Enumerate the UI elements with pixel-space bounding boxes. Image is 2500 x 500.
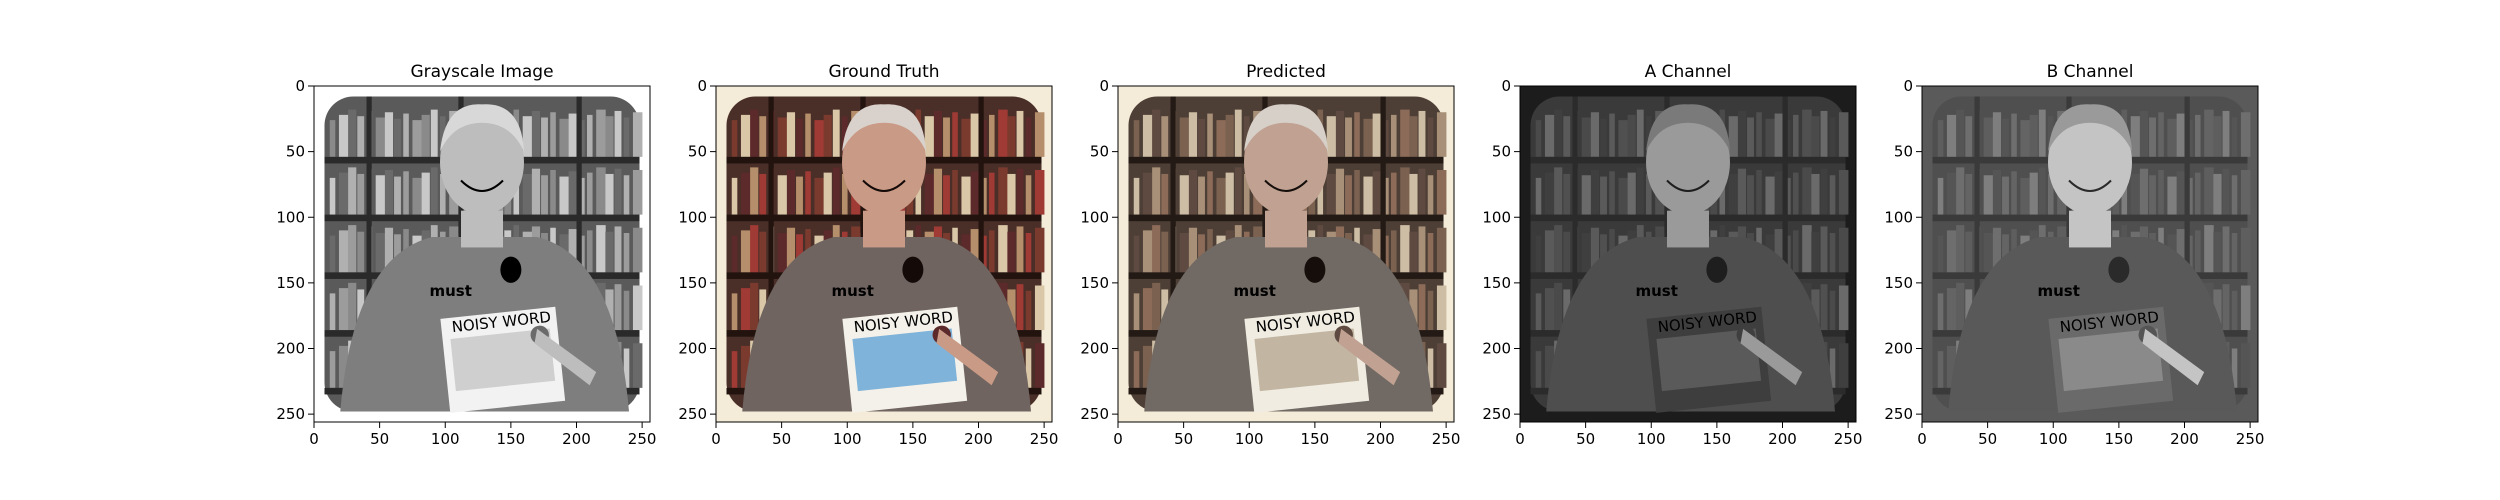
y-tick-label: 250 bbox=[1080, 405, 1109, 423]
x-tick-label: 250 bbox=[1432, 430, 1461, 448]
y-tick-label: 50 bbox=[1894, 143, 1913, 161]
x-tick-label: 250 bbox=[628, 430, 657, 448]
x-tick-label: 50 bbox=[1576, 430, 1595, 448]
panel-b-channel: B Channel must NOISY WORD 0 50 100 150 200 250 0 5… bbox=[1882, 0, 2278, 500]
y-tick-label: 0 bbox=[295, 77, 305, 95]
y-tick-label: 100 bbox=[1080, 208, 1109, 226]
panel-title: Ground Truth bbox=[828, 62, 940, 82]
x-tick-label: 250 bbox=[1030, 430, 1059, 448]
y-tick-label: 200 bbox=[1884, 340, 1913, 358]
y-tick-label: 200 bbox=[1080, 340, 1109, 358]
x-tick-label: 200 bbox=[964, 430, 993, 448]
y-tick-label: 200 bbox=[276, 340, 305, 358]
y-tick-label: 100 bbox=[678, 208, 707, 226]
x-tick-label: 150 bbox=[1301, 430, 1330, 448]
y-tick-label: 200 bbox=[678, 340, 707, 358]
x-tick-label: 250 bbox=[1834, 430, 1863, 448]
x-tick-label: 100 bbox=[833, 430, 862, 448]
y-tick-label: 200 bbox=[1482, 340, 1511, 358]
shirt-text: must bbox=[430, 282, 472, 300]
y-tick-label: 250 bbox=[678, 405, 707, 423]
y-tick-label: 0 bbox=[1501, 77, 1511, 95]
y-tick-label: 50 bbox=[286, 143, 305, 161]
x-tick-label: 150 bbox=[1703, 430, 1732, 448]
x-tick-label: 50 bbox=[370, 430, 389, 448]
y-tick-label: 250 bbox=[1482, 405, 1511, 423]
panel-title: Grayscale Image bbox=[410, 62, 554, 82]
y-tick-label: 250 bbox=[276, 405, 305, 423]
panel-title: A Channel bbox=[1644, 62, 1732, 82]
y-tick-label: 0 bbox=[1099, 77, 1109, 95]
y-tick-label: 0 bbox=[697, 77, 707, 95]
y-tick-label: 150 bbox=[1080, 274, 1109, 292]
y-tick-label: 100 bbox=[276, 208, 305, 226]
y-tick-label: 150 bbox=[1482, 274, 1511, 292]
y-tick-label: 50 bbox=[1090, 143, 1109, 161]
x-tick-label: 0 bbox=[711, 430, 721, 448]
panel-grayscale: Grayscale Image must NOISY WORD 0 50 100 150 20… bbox=[274, 0, 670, 500]
x-tick-label: 200 bbox=[2170, 430, 2199, 448]
x-tick-label: 50 bbox=[1174, 430, 1193, 448]
shirt-text: must bbox=[832, 282, 874, 300]
x-tick-label: 250 bbox=[2236, 430, 2265, 448]
y-tick-label: 50 bbox=[1492, 143, 1511, 161]
x-tick-label: 0 bbox=[309, 430, 319, 448]
x-tick-label: 150 bbox=[497, 430, 526, 448]
x-tick-label: 200 bbox=[1366, 430, 1395, 448]
y-tick-label: 0 bbox=[1903, 77, 1913, 95]
panel-a-channel: A Channel must NOISY WORD 0 50 100 150 200 250 0 5… bbox=[1480, 0, 1876, 500]
x-tick-label: 200 bbox=[562, 430, 591, 448]
x-tick-label: 200 bbox=[1768, 430, 1797, 448]
x-tick-label: 100 bbox=[431, 430, 460, 448]
x-tick-label: 100 bbox=[2039, 430, 2068, 448]
x-tick-label: 100 bbox=[1235, 430, 1264, 448]
y-tick-label: 50 bbox=[688, 143, 707, 161]
y-tick-label: 150 bbox=[1884, 274, 1913, 292]
x-tick-label: 150 bbox=[899, 430, 928, 448]
shirt-text: must bbox=[2038, 282, 2080, 300]
x-tick-label: 50 bbox=[772, 430, 791, 448]
shirt-text: must bbox=[1234, 282, 1276, 300]
panel-ground-truth: Ground Truth must NOISY WORD 0 50 100 150 200 25… bbox=[676, 0, 1072, 500]
x-tick-label: 0 bbox=[1113, 430, 1123, 448]
x-tick-label: 100 bbox=[1637, 430, 1666, 448]
x-tick-label: 0 bbox=[1515, 430, 1525, 448]
panel-predicted: Predicted must NOISY WORD 0 50 100 150 200 250 0 5… bbox=[1078, 0, 1474, 500]
x-tick-label: 150 bbox=[2105, 430, 2134, 448]
y-tick-label: 100 bbox=[1482, 208, 1511, 226]
y-tick-label: 250 bbox=[1884, 405, 1913, 423]
y-tick-label: 150 bbox=[276, 274, 305, 292]
panel-title: Predicted bbox=[1246, 62, 1326, 82]
x-tick-label: 0 bbox=[1917, 430, 1927, 448]
shirt-text: must bbox=[1636, 282, 1678, 300]
y-tick-label: 100 bbox=[1884, 208, 1913, 226]
y-tick-label: 150 bbox=[678, 274, 707, 292]
x-tick-label: 50 bbox=[1978, 430, 1997, 448]
panel-title: B Channel bbox=[2046, 62, 2134, 82]
